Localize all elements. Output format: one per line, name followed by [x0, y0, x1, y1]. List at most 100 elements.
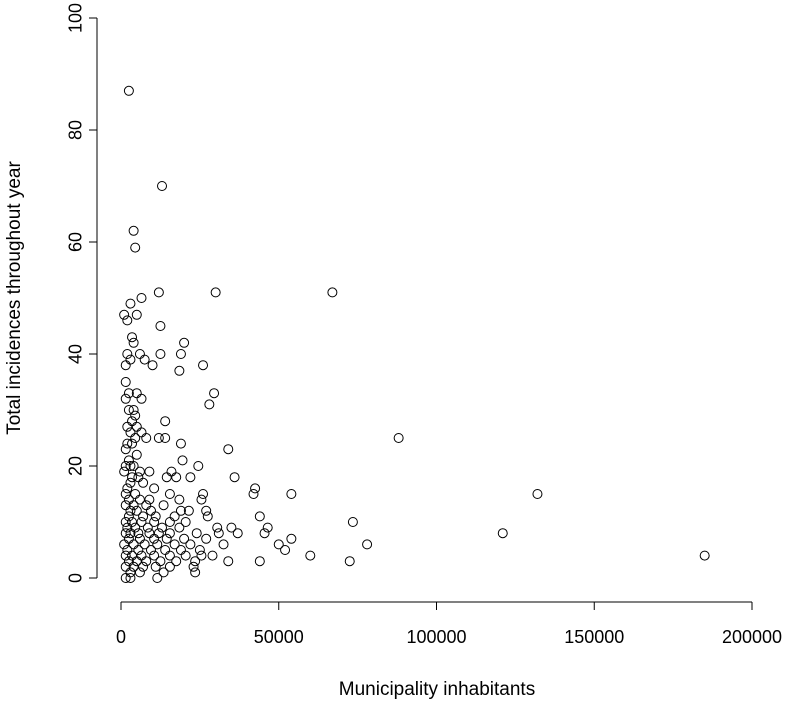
data-point: [131, 421, 142, 432]
data-point: [134, 533, 145, 544]
data-point: [210, 287, 221, 298]
data-point: [177, 455, 188, 466]
data-point: [155, 556, 166, 567]
data-point: [169, 511, 180, 522]
data-point: [130, 410, 141, 421]
data-point: [207, 550, 218, 561]
data-point: [262, 522, 273, 533]
data-point: [125, 573, 136, 583]
data-point: [699, 550, 710, 561]
data-point: [127, 472, 138, 483]
data-point: [153, 433, 164, 443]
data-point: [166, 466, 177, 477]
data-point: [131, 505, 142, 516]
data-point: [180, 517, 191, 527]
data-point: [157, 522, 168, 533]
data-point: [125, 505, 136, 516]
data-point: [122, 421, 133, 432]
data-point: [201, 505, 212, 516]
data-point: [497, 528, 508, 539]
data-point: [122, 315, 133, 326]
data-point: [136, 550, 147, 561]
data-point: [158, 567, 169, 578]
data-point: [125, 477, 136, 488]
data-point: [125, 567, 136, 578]
data-point: [305, 550, 316, 561]
data-point: [191, 528, 202, 539]
data-point: [229, 472, 240, 483]
data-point: [155, 349, 166, 359]
data-point: [119, 466, 130, 477]
data-point: [136, 293, 147, 303]
data-point: [209, 388, 220, 399]
data-point: [134, 567, 145, 578]
data-point: [123, 405, 134, 415]
data-point: [161, 472, 172, 483]
data-point: [174, 365, 185, 376]
data-point: [130, 489, 141, 499]
data-point: [161, 533, 172, 544]
data-point: [347, 517, 358, 527]
data-point: [123, 455, 134, 466]
data-point: [120, 489, 131, 499]
data-point: [136, 393, 147, 404]
data-point: [175, 438, 186, 449]
data-point: [127, 332, 138, 343]
data-point: [150, 511, 161, 522]
data-point: [122, 483, 133, 494]
data-point: [160, 433, 171, 443]
data-point: [125, 354, 136, 365]
data-point: [152, 539, 163, 550]
data-point: [134, 349, 145, 359]
x-ticks: 0 50000 100000 150000 200000: [116, 602, 782, 647]
data-point: [123, 511, 134, 522]
data-point: [175, 545, 186, 555]
data-point: [164, 517, 175, 527]
data-point: [120, 444, 131, 455]
data-point: [204, 399, 215, 410]
y-tick-label: 0: [65, 573, 85, 583]
data-point: [142, 522, 153, 533]
data-point: [152, 573, 163, 583]
data-point: [149, 483, 160, 494]
data-point: [134, 494, 145, 505]
data-point: [190, 556, 201, 567]
data-point: [149, 517, 160, 527]
data-point: [171, 556, 182, 567]
data-point: [158, 500, 169, 511]
data-point: [188, 561, 199, 572]
data-point: [185, 472, 196, 483]
data-point: [254, 511, 265, 522]
data-point: [226, 522, 237, 533]
data-point: [141, 556, 152, 567]
data-point: [145, 505, 156, 516]
data-point: [185, 539, 196, 550]
data-point: [122, 522, 133, 533]
data-point: [171, 472, 182, 483]
x-tick-label: 200000: [722, 627, 782, 647]
x-axis-label: Municipality inhabitants: [339, 679, 535, 700]
data-point: [150, 561, 161, 572]
data-point: [273, 539, 284, 550]
data-point: [175, 505, 186, 516]
y-tick-label: 100: [65, 3, 85, 33]
data-point: [198, 489, 209, 499]
data-point: [179, 533, 190, 544]
data-point: [280, 545, 291, 555]
data-point: [122, 349, 133, 359]
data-point: [130, 242, 141, 253]
data-point: [120, 461, 131, 471]
data-point: [250, 483, 261, 494]
y-tick-label: 60: [65, 232, 85, 252]
data-point: [153, 528, 164, 539]
data-point: [120, 528, 131, 539]
data-point: [138, 511, 149, 522]
data-point: [164, 561, 175, 572]
data-point: [144, 466, 155, 477]
data-point: [286, 533, 297, 544]
data-point: [160, 545, 171, 555]
data-point: [362, 539, 373, 550]
data-point: [120, 573, 131, 583]
data-point: [128, 405, 139, 415]
